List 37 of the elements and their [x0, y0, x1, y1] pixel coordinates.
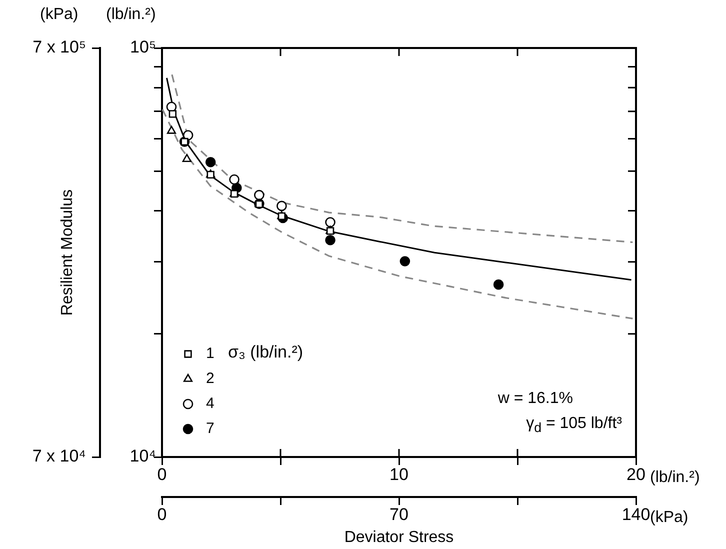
legend-title: σ₃ (lb/in.²) — [228, 342, 304, 362]
x-axis-title: Deviator Stress — [344, 528, 454, 546]
y2-tick-label: 7 x 10⁴ — [32, 446, 86, 466]
line-series — [162, 108, 634, 320]
text: (kPa) — [40, 6, 78, 24]
x-tick-label: 0 — [157, 465, 167, 484]
point — [205, 156, 216, 168]
x2-tick-label: 0 — [157, 505, 167, 524]
text: (lb/in.²) — [650, 469, 700, 487]
legend-label: 7 — [206, 420, 214, 438]
point — [276, 200, 287, 212]
annotation: w = 16.1% — [498, 390, 573, 408]
y2-axis-title: Resilient Modulus — [59, 189, 76, 316]
point — [254, 190, 264, 200]
x-tick-label: 20 — [626, 465, 646, 484]
y2-tick-label: 7 x 10⁵ — [32, 38, 86, 57]
point — [325, 235, 336, 246]
x-tick-label: 10 — [390, 465, 408, 484]
point — [229, 174, 240, 185]
legend-label: 2 — [206, 370, 214, 388]
annotation: γ$_{d}$ = 105 lb/ft³ — [526, 415, 622, 436]
point — [168, 110, 176, 118]
point — [493, 279, 504, 290]
text: (lb/in.²) — [106, 6, 156, 24]
point — [182, 130, 194, 140]
line-series — [171, 74, 634, 244]
legend-label: 4 — [206, 395, 214, 412]
legend-label: 1 — [206, 345, 214, 362]
text: (kPa) — [650, 509, 688, 527]
x2-tick-label: 140 — [622, 505, 650, 524]
point — [182, 154, 192, 162]
x2-tick-label: 70 — [390, 505, 408, 524]
y-tick-label: 10⁴ — [130, 446, 156, 466]
point — [166, 126, 176, 134]
y-tick-label: 10⁵ — [130, 38, 156, 57]
point — [325, 217, 336, 228]
point — [400, 256, 410, 266]
